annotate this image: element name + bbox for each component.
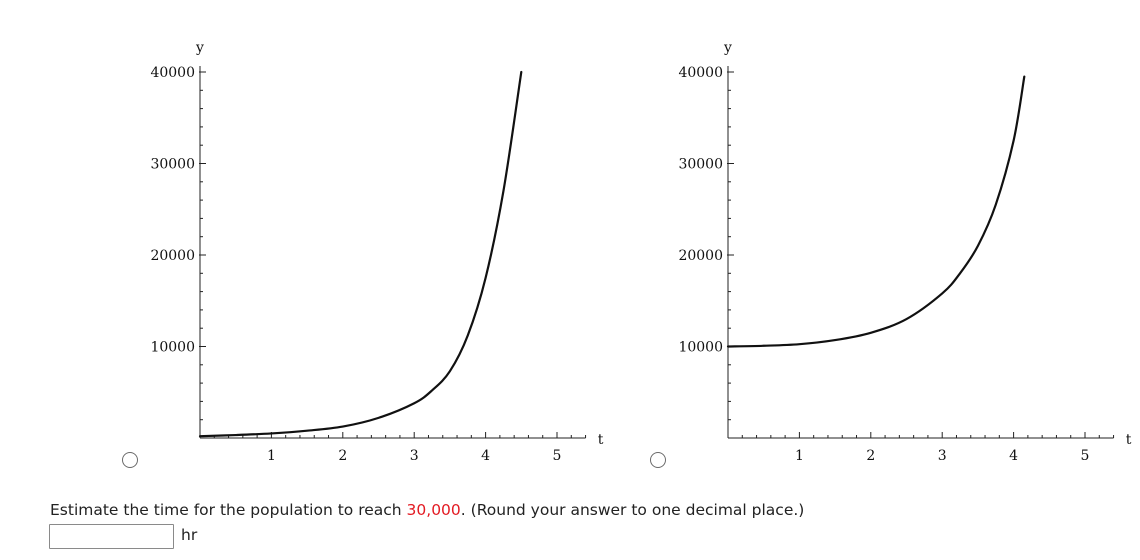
x-tick-label: 1 [267,448,276,464]
series-line [726,75,1026,348]
answer-input[interactable] [49,524,174,549]
series-line [198,70,523,438]
x-tick-label: 5 [1081,448,1090,464]
charts-area: 10000 20000 30000 40000 1 2 3 4 5 y t 10000 20000 30… [150,40,1131,464]
option-a-radio[interactable] [122,452,138,468]
x-axis-label: t [1126,432,1132,448]
question-text-after: . (Round your answer to one decimal plac… [460,501,805,519]
x-axis-label: t [598,432,604,448]
x-tick-label: 4 [1009,448,1018,464]
answer-unit-label: hr [181,526,198,544]
y-tick-label: 40000 [150,65,195,81]
y-tick-label: 20000 [150,248,195,264]
y-tick-label: 20000 [678,248,723,264]
x-tick-label: 2 [338,448,347,464]
chart-left: 10000 20000 30000 40000 1 2 3 4 5 y t [150,40,603,464]
x-tick-label: 5 [553,448,562,464]
x-tick-label: 3 [410,448,419,464]
option-b-radio[interactable] [650,452,666,468]
x-tick-label: 1 [795,448,804,464]
y-axis-label: y [195,40,204,56]
y-axis-label: y [723,40,732,56]
x-tick-label: 4 [481,448,490,464]
x-tick-label: 3 [938,448,947,464]
question-text-before: Estimate the time for the population to … [50,501,407,519]
x-tick-label: 2 [866,448,875,464]
question-highlight-value: 30,000 [406,501,461,519]
chart-right: 10000 20000 30000 40000 1 2 3 4 5 y t [678,40,1131,464]
y-tick-label: 40000 [678,65,723,81]
question-text: Estimate the time for the population to … [50,501,804,519]
y-tick-label: 10000 [678,340,723,356]
y-tick-label: 30000 [150,157,195,173]
y-tick-label: 30000 [678,157,723,173]
y-tick-label: 10000 [150,340,195,356]
